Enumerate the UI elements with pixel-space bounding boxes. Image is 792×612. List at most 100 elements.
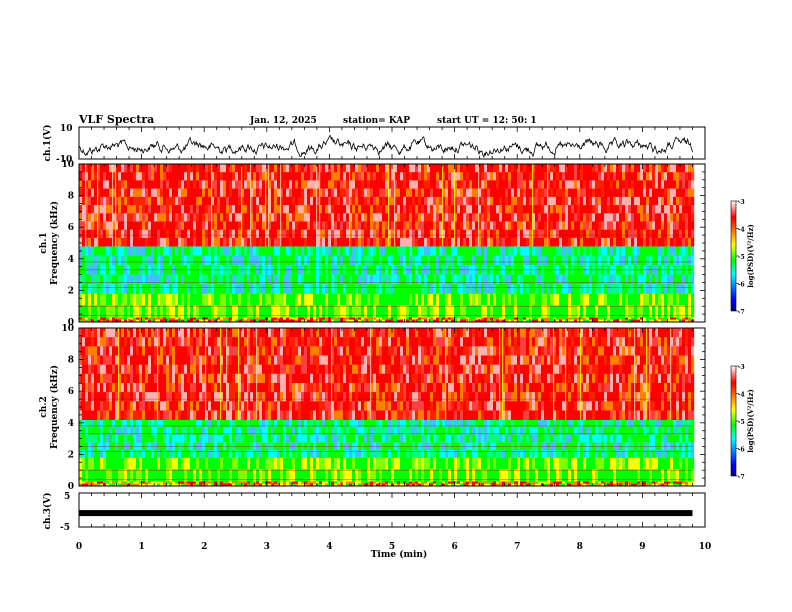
spectrogram-cell [517, 255, 521, 266]
spectrogram-cell [112, 328, 116, 338]
spectrogram-cell [163, 481, 167, 484]
spectrogram-cell [160, 337, 164, 347]
spectrogram-cell [175, 373, 179, 384]
spectrogram-cell [172, 205, 176, 214]
spectrogram-cell [256, 317, 260, 320]
spectrogram-cell [448, 188, 452, 198]
spectrogram-cell [637, 237, 641, 247]
spectrogram-cell [241, 274, 245, 285]
spectrogram-cell [559, 319, 563, 323]
spectrogram-cell [181, 419, 185, 428]
spectrogram-cell [565, 293, 569, 306]
spectrogram-cell [469, 319, 473, 323]
spectrogram-cell [328, 205, 332, 214]
spectrogram-cell [130, 205, 134, 214]
spectrogram-cell [367, 237, 371, 247]
spectrogram-cell [133, 255, 137, 266]
spectrogram-cell [187, 419, 191, 428]
spectrogram-cell [679, 180, 683, 189]
spectrogram-cell [289, 237, 293, 247]
spectrogram-cell [610, 213, 614, 222]
spectrogram-cell [193, 246, 197, 256]
spectrogram-cell [91, 237, 95, 247]
spectrogram-cell [643, 237, 647, 247]
spectrogram-cell [454, 229, 458, 239]
spectrogram-cell [616, 229, 620, 239]
spectrogram-cell [328, 246, 332, 256]
spectrogram-cell [238, 319, 242, 323]
spectrogram-cell [334, 293, 338, 306]
spectrogram-cell [688, 293, 692, 306]
spectrogram-cell [475, 305, 479, 318]
spectrogram-cell [190, 337, 194, 347]
spectrogram-cell [568, 229, 572, 239]
spectrogram-cell [178, 364, 182, 375]
spectrogram-cell [184, 293, 188, 306]
spectrogram-cell [127, 410, 131, 420]
spectrogram-cell [187, 188, 191, 198]
spectrogram-cell [484, 319, 488, 323]
spectrogram-cell [619, 180, 623, 189]
spectrogram-cell [145, 293, 149, 306]
spectrogram-cell [349, 188, 353, 198]
spectrogram-cell [430, 213, 434, 222]
spectrogram-cell [187, 364, 191, 375]
spectrogram-cell [103, 483, 107, 487]
spectrogram-cell [367, 213, 371, 222]
spectrogram-cell [307, 305, 311, 318]
spectrogram-cell [331, 246, 335, 256]
spectrogram-cell [121, 419, 125, 428]
spectrogram-cell [205, 274, 209, 285]
sferic-streak [319, 164, 321, 247]
spectrogram-cell [373, 237, 377, 247]
spectrogram-cell [502, 255, 506, 266]
spectrogram-cell [163, 419, 167, 428]
spectrogram-cell [205, 188, 209, 198]
spectrogram-cell [445, 319, 449, 323]
spectrogram-cell [169, 469, 173, 482]
spectrogram-cell [454, 317, 458, 320]
spectrogram-cell [310, 221, 314, 231]
spectrogram-cell [481, 205, 485, 214]
spectrogram-cell [595, 205, 599, 214]
spectrogram-cell [634, 196, 638, 206]
spectrogram-cell [325, 188, 329, 198]
spectrogram-cell [202, 188, 206, 198]
spectrogram-cell [583, 274, 587, 285]
spectrogram-cell [82, 328, 86, 338]
spectrogram-cell [244, 305, 248, 318]
spectrogram-cell [313, 237, 317, 247]
spectrogram-cell [100, 483, 104, 487]
spectrogram-cell [376, 319, 380, 323]
spectrogram-cell [169, 319, 173, 323]
spectrogram-cell [592, 305, 596, 318]
spectrogram-cell [271, 180, 275, 189]
spectrogram-cell [340, 205, 344, 214]
spectrogram-cell [367, 246, 371, 256]
spectrogram-cell [352, 229, 356, 239]
spectrogram-cell [82, 164, 86, 173]
spectrogram-cell [202, 373, 206, 384]
spectrogram-cell [436, 293, 440, 306]
spectrogram-cell [82, 221, 86, 231]
spectrogram-cell [676, 305, 680, 318]
spectrogram-cell [127, 164, 131, 173]
spectrogram-cell [190, 450, 194, 458]
spectrogram-cell [121, 373, 125, 384]
spectrogram-cell [262, 205, 266, 214]
spectrogram-cell [142, 164, 146, 173]
spectrogram-cell [331, 293, 335, 306]
spectrogram-cell [124, 246, 128, 256]
spectrogram-cell [124, 196, 128, 206]
spectrogram-cell [142, 229, 146, 239]
spectrogram-cell [151, 355, 155, 365]
spectrogram-cell [190, 196, 194, 206]
spectrogram-cell [172, 180, 176, 189]
spectrogram-cell [124, 229, 128, 239]
spectrogram-cell [88, 293, 92, 306]
spectrogram-cell [277, 237, 281, 247]
spectrogram-cell [163, 164, 167, 173]
spectrogram-cell [88, 255, 92, 266]
spectrogram-cell [223, 305, 227, 318]
spectrogram-cell [112, 483, 116, 487]
